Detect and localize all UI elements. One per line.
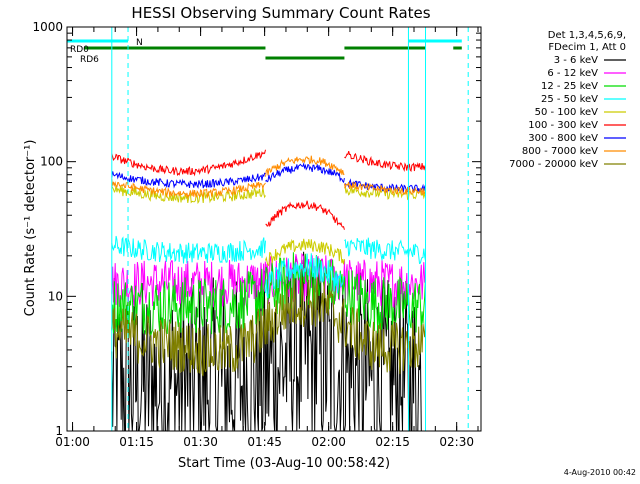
series-7-segment-1 xyxy=(111,171,266,189)
flag-rd0-label: RD0 xyxy=(70,45,89,55)
series-1-segment-1 xyxy=(111,251,426,432)
series-1 xyxy=(111,251,426,432)
legend-label-7: 300 - 800 keV xyxy=(528,133,598,144)
legend-label-6: 100 - 300 keV xyxy=(528,120,598,131)
series-7-segment-2 xyxy=(265,162,345,184)
series-2-segment-1 xyxy=(111,252,426,309)
series-9 xyxy=(111,277,426,377)
x-tick-label: 02:15 xyxy=(375,435,410,449)
x-tick-label: 01:30 xyxy=(183,435,218,449)
series-5-segment-2 xyxy=(265,238,345,267)
series-8-segment-1 xyxy=(111,179,266,200)
y-axis-label: Count Rate (s⁻¹ detector⁻¹) xyxy=(23,140,38,317)
legend: Det 1,3,4,5,6,9,FDecim 1, Att 0 3 - 6 keV… xyxy=(509,30,626,170)
series-3 xyxy=(111,252,426,337)
series-6 xyxy=(111,149,426,230)
flag-rd6-label: RD6 xyxy=(80,55,99,65)
flag-rd6: RD6 xyxy=(80,55,345,65)
flag-rd0: RD0 xyxy=(70,45,462,55)
series-4-segment-3 xyxy=(344,237,426,265)
x-tick-label: 01:45 xyxy=(247,435,282,449)
legend-label-9: 7000 - 20000 keV xyxy=(509,159,598,170)
series-layer xyxy=(111,149,426,432)
x-axis: 01:00 01:15 01:30 01:45 02:00 02:15 02:30 xyxy=(55,27,479,449)
series-6-segment-1 xyxy=(111,149,266,177)
y-tick-label: 10 xyxy=(48,289,63,303)
legend-label-1: 3 - 6 keV xyxy=(554,55,598,66)
series-9-segment-1 xyxy=(111,277,426,377)
legend-label-2: 6 - 12 keV xyxy=(547,68,598,79)
series-8 xyxy=(111,155,426,200)
legend-header-2: FDecim 1, Att 0 xyxy=(548,42,626,53)
series-8-segment-2 xyxy=(265,155,345,177)
date-stamp: 4-Aug-2010 00:42 xyxy=(564,468,636,477)
y-axis: 1 10 100 1000 xyxy=(32,20,481,438)
series-4-segment-1 xyxy=(111,235,266,264)
x-tick-label: 01:15 xyxy=(119,435,154,449)
chart-title: HESSI Observing Summary Count Rates xyxy=(131,4,430,22)
series-6-segment-3 xyxy=(344,150,426,173)
series-6-segment-2 xyxy=(265,200,345,230)
y-tick-label: 1000 xyxy=(32,20,63,34)
flag-n: N xyxy=(67,38,462,48)
series-2 xyxy=(111,252,426,309)
series-5-segment-1 xyxy=(111,184,266,205)
x-axis-label: Start Time (03-Aug-10 00:58:42) xyxy=(178,456,390,471)
x-tick-label: 02:00 xyxy=(311,435,346,449)
legend-header-1: Det 1,3,4,5,6,9, xyxy=(548,30,626,41)
legend-label-4: 25 - 50 keV xyxy=(541,94,598,105)
series-4 xyxy=(111,235,426,299)
series-4-segment-2 xyxy=(265,253,345,299)
y-tick-label: 100 xyxy=(40,155,63,169)
x-tick-label: 02:30 xyxy=(439,435,474,449)
legend-label-5: 50 - 100 keV xyxy=(535,107,599,118)
plot-frame xyxy=(66,26,482,432)
vertical-markers xyxy=(111,27,469,431)
legend-label-3: 12 - 25 keV xyxy=(541,81,598,92)
series-3-segment-1 xyxy=(111,252,426,337)
series-8-segment-3 xyxy=(343,181,426,196)
y-tick-label: 1 xyxy=(55,424,63,438)
x-tick-label: 01:00 xyxy=(55,435,90,449)
legend-label-8: 800 - 7000 keV xyxy=(522,146,598,157)
flag-n-label: N xyxy=(136,38,143,48)
